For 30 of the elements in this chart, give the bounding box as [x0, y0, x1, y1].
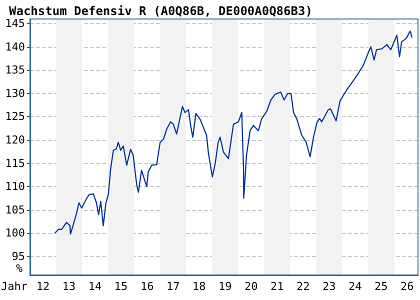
y-tick-label: 100	[5, 226, 25, 240]
y-axis-title: %	[16, 262, 23, 275]
x-tick-label: 16	[140, 280, 154, 293]
x-tick-label: 20	[244, 280, 258, 293]
line-series	[54, 30, 413, 235]
y-tick-label: 145	[5, 17, 25, 30]
chart-title: Wachstum Defensiv R (A0Q86B, DE000A0Q86B3)	[9, 4, 312, 18]
y-tick-label: 135	[5, 64, 25, 77]
x-tick-label: 19	[218, 280, 232, 293]
x-tick-label: 18	[192, 280, 206, 293]
y-tick-label: 110	[5, 180, 25, 194]
y-tick-label: 125	[5, 110, 25, 124]
y-tick-label: 95	[12, 250, 25, 263]
y-tick-label: 105	[5, 203, 25, 216]
x-tick-label: 13	[62, 280, 76, 293]
y-tick-label: 115	[5, 156, 25, 170]
x-tick-label: 25	[374, 280, 388, 293]
x-tick-label: 23	[322, 280, 336, 293]
x-axis-title: Jahr	[1, 280, 28, 293]
x-tick-label: 24	[348, 280, 362, 293]
x-tick-label: 14	[88, 280, 102, 293]
y-tick-label: 140	[5, 40, 25, 54]
y-tick-label: 120	[5, 134, 25, 147]
x-tick-label: 15	[114, 280, 128, 293]
x-tick-label: 22	[296, 280, 310, 293]
y-tick-label: 130	[5, 86, 25, 100]
x-tick-label: 12	[36, 280, 50, 293]
x-tick-label: 17	[166, 280, 180, 293]
x-tick-label: 26	[400, 280, 414, 293]
x-tick-label: 21	[270, 280, 284, 293]
